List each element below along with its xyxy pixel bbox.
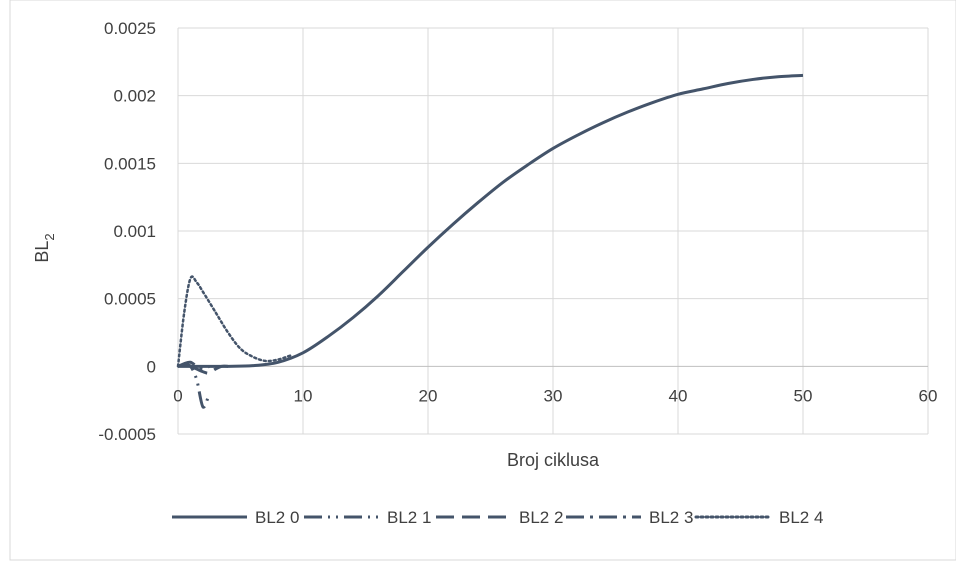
y-tick-label: 0.0025 <box>104 19 156 38</box>
y-axis-title-subscript: 2 <box>42 233 57 240</box>
y-axis-title-main: BL <box>32 241 52 263</box>
chart-frame <box>9 0 956 561</box>
x-tick-label: 60 <box>919 386 938 405</box>
x-tick-label: 20 <box>419 386 438 405</box>
legend-label: BL2 3 <box>649 508 693 527</box>
series-layer <box>176 73 804 409</box>
legend-label: BL2 4 <box>779 508 823 527</box>
x-tick-label: 0 <box>173 386 182 405</box>
legend-label: BL2 0 <box>255 508 299 527</box>
x-tick-label: 30 <box>544 386 563 405</box>
x-axis-title: Broj ciklusa <box>507 450 600 470</box>
y-tick-label: 0.002 <box>113 87 156 106</box>
y-tick-label: 0.0015 <box>104 154 156 173</box>
grid <box>177 27 929 435</box>
y-tick-label: 0.001 <box>113 222 156 241</box>
legend: BL2 0 BL2 1 BL2 2 BL2 3 BL2 4 <box>172 508 823 527</box>
legend-label: BL2 1 <box>387 508 431 527</box>
x-tick-label: 50 <box>794 386 813 405</box>
y-axis-title: BL2 <box>32 233 57 262</box>
y-tick-label: 0.0005 <box>104 290 156 309</box>
series-line-bl2-4 <box>176 275 292 368</box>
y-tick-label: 0 <box>147 357 156 376</box>
x-tick-label: 40 <box>669 386 688 405</box>
legend-label: BL2 2 <box>519 508 563 527</box>
series-line-bl2-0 <box>178 73 804 368</box>
x-tick-label: 10 <box>294 386 313 405</box>
y-tick-label: -0.0005 <box>98 425 156 444</box>
tick-labels: 0 10 20 30 40 50 60 -0.0005 0 0.0005 0.001 0.0015 0.… <box>98 19 937 444</box>
